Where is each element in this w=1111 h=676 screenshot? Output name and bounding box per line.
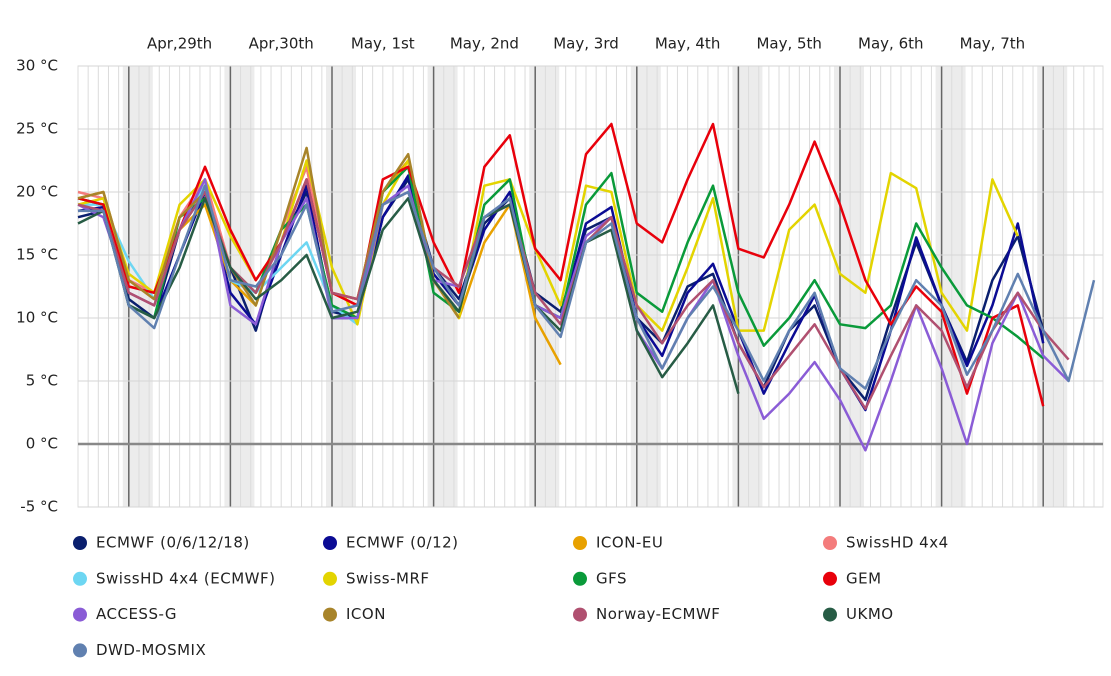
background: -5 °C 0 °C 5 °C 10 °C 15 °C 20 °C 25 °C 30 °C Ap… xyxy=(16,35,1104,516)
series-line xyxy=(77,197,740,394)
legend-label: GEM xyxy=(846,569,882,587)
x-tick-label: May, 3rd xyxy=(553,35,619,53)
y-tick-label: 10 °C xyxy=(16,309,58,327)
legend-label: UKMO xyxy=(846,605,894,623)
y-tick-label: 5 °C xyxy=(26,372,58,390)
x-tick-label: May, 5th xyxy=(756,35,821,53)
legend-label: ACCESS-G xyxy=(96,605,177,623)
legend-label: GFS xyxy=(596,569,627,587)
x-tick-label: May, 1st xyxy=(351,35,415,53)
legend-label: SwissHD 4x4 (ECMWF) xyxy=(96,569,275,587)
x-tick-label: Apr,29th xyxy=(147,35,212,53)
y-tick-label: 0 °C xyxy=(26,435,58,453)
series-line xyxy=(78,184,1096,390)
legend-swatch xyxy=(323,607,337,622)
legend-label: SwissHD 4x4 xyxy=(846,534,949,552)
legend-swatch xyxy=(323,536,337,550)
x-tick-label: May, 2nd xyxy=(450,35,519,53)
legend-swatch xyxy=(823,607,837,622)
night-band xyxy=(1037,66,1068,507)
series-line xyxy=(77,159,1019,332)
legend-label: ECMWF (0/12) xyxy=(346,534,459,552)
x-tick-label: May, 6th xyxy=(858,35,923,53)
legend-swatch xyxy=(73,571,87,586)
series-lines xyxy=(77,122,1096,452)
legend-label: ICON-EU xyxy=(596,534,663,552)
y-tick-label: -5 °C xyxy=(20,498,58,516)
y-tick-label: 20 °C xyxy=(16,183,58,201)
legend-swatch xyxy=(823,536,837,550)
x-tick-label: May, 4th xyxy=(655,35,720,53)
y-tick-label: 30 °C xyxy=(16,57,58,75)
series-line xyxy=(77,178,1070,452)
legend-swatch xyxy=(573,607,587,622)
legend-swatch xyxy=(73,643,87,658)
legend-swatch xyxy=(73,536,87,550)
series-line xyxy=(77,122,1045,407)
legend-label: DWD-MOSMIX xyxy=(96,641,206,659)
legend-label: ECMWF (0/6/12/18) xyxy=(96,534,250,552)
legend-swatch xyxy=(823,571,837,586)
legend-label: Swiss-MRF xyxy=(346,569,430,587)
legend-label: ICON xyxy=(346,605,386,623)
legend: ECMWF (0/6/12/18) ECMWF (0/12) ICON-EU Swis… xyxy=(73,534,949,659)
legend-swatch xyxy=(573,571,587,586)
y-tick-label: 25 °C xyxy=(16,120,58,138)
legend-swatch xyxy=(73,607,87,622)
legend-swatch xyxy=(573,536,587,550)
legend-swatch xyxy=(323,571,337,586)
legend-label: Norway-ECMWF xyxy=(596,605,720,623)
x-tick-label: May, 7th xyxy=(960,35,1025,53)
x-tick-label: Apr,30th xyxy=(249,35,314,53)
y-tick-label: 15 °C xyxy=(16,246,58,264)
